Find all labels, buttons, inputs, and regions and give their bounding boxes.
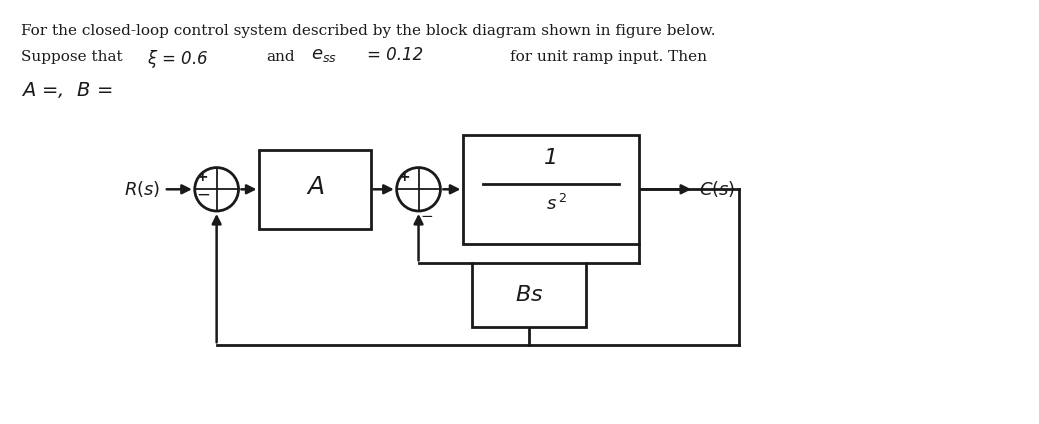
Text: +: + [399, 170, 410, 184]
Text: +: + [196, 170, 209, 184]
Text: $R(s)$: $R(s)$ [124, 179, 160, 199]
Text: $C(s)$: $C(s)$ [699, 179, 736, 199]
Text: for unit ramp input. Then: for unit ramp input. Then [510, 50, 708, 64]
Text: $Bs$: $Bs$ [514, 285, 543, 305]
Bar [260, 150, 371, 229]
Text: $s^{\,2}$: $s^{\,2}$ [545, 194, 567, 215]
Text: = 0.12: = 0.12 [367, 46, 423, 64]
Text: $A$ =,  $B$ =: $A$ =, $B$ = [21, 80, 112, 100]
Bar [472, 263, 586, 327]
Text: Suppose that: Suppose that [21, 50, 123, 64]
Text: For the closed-loop control system described by the block diagram shown in figur: For the closed-loop control system descr… [21, 25, 715, 39]
Text: $\xi$ = 0.6: $\xi$ = 0.6 [146, 48, 209, 70]
Text: $e_{ss}$: $e_{ss}$ [311, 46, 337, 64]
Text: 1: 1 [544, 148, 558, 167]
Bar [463, 135, 639, 243]
Text: and: and [266, 50, 295, 64]
Text: −: − [421, 209, 433, 224]
Text: −: − [196, 185, 211, 204]
Text: $A$: $A$ [305, 176, 324, 199]
